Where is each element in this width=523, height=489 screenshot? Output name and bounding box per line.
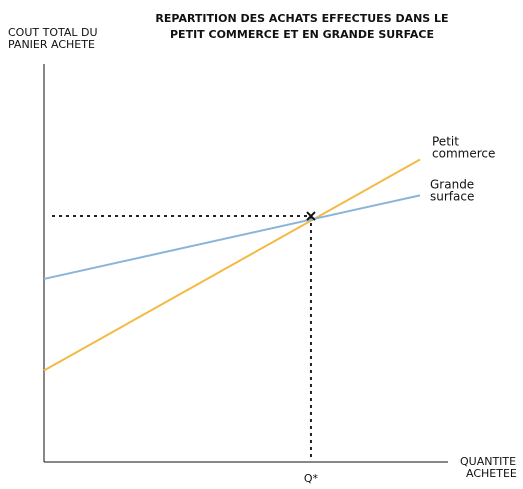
x-axis-label-line-2: ACHETEE xyxy=(466,467,517,480)
y-axis-label: COUT TOTAL DU PANIER ACHETE xyxy=(8,26,98,51)
series-label-petit-commerce-line-2: commerce xyxy=(432,147,495,161)
y-axis-label-line-1: COUT TOTAL DU xyxy=(8,26,98,39)
chart-title-line-1: REPARTITION DES ACHATS EFFECTUES DANS LE xyxy=(155,12,448,25)
chart-title-line-2: PETIT COMMERCE ET EN GRANDE SURFACE xyxy=(170,28,434,41)
series-line-grande-surface xyxy=(43,194,421,280)
x-tick-label-q: Q* xyxy=(304,472,319,485)
series-label-petit-commerce-line-1: Petit xyxy=(432,135,459,149)
x-axis-label: QUANTITE ACHETEE xyxy=(460,455,517,480)
chart-title: REPARTITION DES ACHATS EFFECTUES DANS LE… xyxy=(155,12,448,41)
guide-lines xyxy=(52,215,312,461)
x-tick-labels: Q* xyxy=(304,472,319,485)
series-line-petit-commerce xyxy=(43,158,421,372)
intersection-cross-line-2 xyxy=(306,211,316,221)
series-lines xyxy=(43,158,421,372)
x-axis-label-line-1: QUANTITE xyxy=(460,455,516,468)
series-label-grande-surface-line-1: Grande xyxy=(430,177,474,191)
intersection-marker xyxy=(306,211,316,221)
series-label-grande-surface-line-2: surface xyxy=(430,189,474,203)
y-axis-label-line-2: PANIER ACHETE xyxy=(8,38,95,51)
